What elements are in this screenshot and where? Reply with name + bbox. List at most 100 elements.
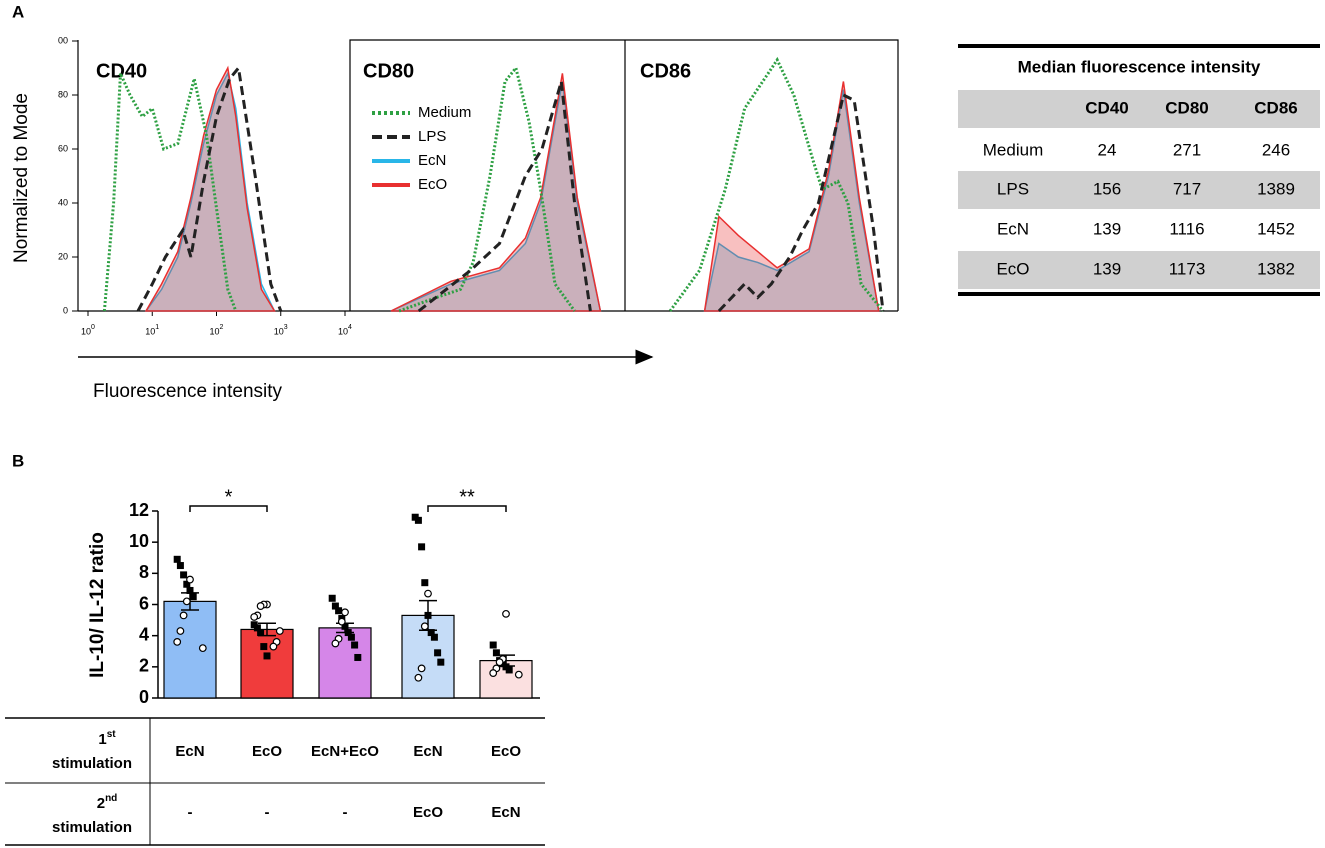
data-point-square	[344, 629, 352, 637]
table-row-shade	[958, 251, 1320, 289]
row-label: 2nd	[97, 793, 118, 812]
histogram-curve	[417, 81, 592, 313]
data-point-square	[180, 571, 188, 579]
data-point-circle	[341, 608, 349, 617]
table-cell: LPS	[997, 179, 1029, 198]
table-cell: 1382	[1257, 259, 1295, 278]
significance-label: *	[225, 486, 233, 508]
table-cell: EcN	[413, 743, 442, 760]
table-cell: 1116	[1169, 219, 1204, 238]
data-point-circle	[256, 602, 265, 610]
bar	[318, 627, 372, 699]
table-cell: 1389	[1257, 179, 1295, 198]
table-cell: 139	[1093, 219, 1121, 238]
table-header: CD40	[1085, 98, 1128, 117]
y-tick-label: 0	[139, 687, 149, 707]
histogram-curve	[717, 92, 885, 313]
data-point-circle	[176, 627, 185, 635]
histogram-curve	[136, 64, 283, 312]
data-point-circle	[173, 638, 182, 646]
row-label-superscript: st	[107, 729, 117, 740]
table-cell: EcO	[491, 743, 521, 760]
data-point-circle	[331, 639, 340, 648]
table-cell: 24	[1098, 140, 1117, 159]
histogram-curve	[703, 81, 880, 312]
x-tick-exponent: 4	[348, 324, 352, 331]
x-tick-exponent: 2	[220, 324, 224, 331]
histogram-curve	[668, 56, 885, 312]
data-point-square	[335, 607, 343, 615]
table-cell: 156	[1093, 179, 1121, 198]
significance-bracket	[189, 505, 268, 512]
data-point-square	[328, 594, 336, 602]
table-cell: 1452	[1257, 219, 1295, 238]
legend-label: LPS	[418, 128, 446, 145]
table-cell: Medium	[983, 140, 1043, 159]
x-axis-label: Fluorescence intensity	[93, 381, 283, 402]
table-cell: -	[343, 804, 348, 821]
data-point-square	[354, 653, 362, 661]
y-tick-label: 10	[129, 531, 149, 551]
y-axis-label: IL-10/ IL-12 ratio	[87, 532, 108, 678]
y-tick-label: 60	[58, 143, 68, 153]
significance-label: **	[459, 486, 475, 508]
data-point-circle	[275, 627, 284, 635]
table-cell: 1173	[1169, 259, 1206, 278]
data-point-square	[492, 649, 500, 657]
histogram-curve	[144, 71, 276, 312]
panel-label: B	[12, 451, 24, 470]
y-tick-label: 40	[58, 197, 68, 207]
data-point-circle	[182, 597, 191, 606]
data-point-circle	[179, 611, 188, 620]
data-point-square	[437, 658, 445, 666]
y-tick-label: 6	[139, 593, 149, 613]
data-point-square	[351, 641, 359, 649]
y-tick-label: 0	[63, 305, 68, 315]
data-point-square	[189, 593, 197, 601]
row-label: stimulation	[52, 819, 132, 836]
data-point-square	[260, 643, 268, 651]
data-point-circle	[495, 658, 504, 667]
x-tick-exponent: 0	[91, 324, 95, 331]
data-point-square	[489, 641, 497, 649]
table-cell: 139	[1093, 259, 1121, 278]
x-tick-label: 103	[274, 324, 288, 337]
data-point-square	[263, 652, 271, 660]
panel-frame	[349, 39, 899, 311]
panel-label: A	[12, 2, 24, 21]
y-tick-label: 80	[58, 89, 68, 99]
data-point-square	[253, 624, 261, 632]
data-point-circle	[514, 670, 523, 679]
data-point-circle	[198, 644, 207, 653]
table-cell: 246	[1262, 140, 1290, 159]
significance-bracket	[427, 505, 507, 512]
data-point-square	[414, 516, 422, 524]
table-row-shade	[958, 171, 1320, 209]
table-cell: EcN	[491, 804, 520, 821]
data-point-circle	[186, 575, 194, 584]
data-point-circle	[337, 617, 346, 626]
bar	[163, 600, 217, 699]
data-point-square	[430, 633, 438, 641]
data-point-square	[424, 611, 432, 619]
table-cell: 717	[1173, 179, 1201, 198]
x-tick-label: 104	[338, 324, 352, 337]
table-cell: EcO	[413, 804, 443, 821]
table-header: CD80	[1165, 98, 1208, 117]
legend-label: Medium	[418, 104, 471, 121]
data-point-square	[176, 562, 184, 570]
data-point-square	[347, 633, 355, 641]
legend-label: EcN	[418, 152, 446, 169]
data-point-square	[341, 622, 349, 630]
histogram-curve	[398, 64, 576, 313]
data-point-square	[331, 602, 339, 610]
x-tick-label: 101	[145, 324, 159, 337]
histogram-curve	[390, 73, 602, 312]
data-point-square	[418, 543, 426, 551]
data-point-square	[186, 586, 194, 594]
x-tick-label: 102	[210, 324, 224, 337]
data-point-square	[421, 579, 429, 587]
data-point-circle	[424, 589, 432, 598]
table-row-shade	[958, 90, 1320, 128]
